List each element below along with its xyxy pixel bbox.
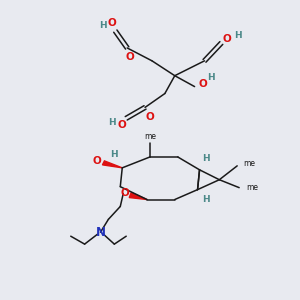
Polygon shape: [102, 161, 122, 168]
Text: O: O: [126, 52, 135, 62]
Polygon shape: [129, 193, 147, 200]
Text: O: O: [121, 188, 130, 198]
Text: O: O: [223, 34, 232, 44]
Text: O: O: [92, 156, 101, 166]
Text: me: me: [246, 183, 258, 192]
Text: O: O: [108, 18, 117, 28]
Text: O: O: [118, 120, 127, 130]
Text: H: H: [202, 195, 209, 204]
Text: N: N: [95, 226, 106, 239]
Text: O: O: [146, 112, 154, 122]
Text: H: H: [202, 154, 209, 164]
Text: H: H: [99, 21, 106, 30]
Text: H: H: [234, 31, 242, 40]
Text: O: O: [198, 79, 207, 88]
Text: H: H: [208, 73, 215, 82]
Text: me: me: [243, 159, 255, 168]
Text: H: H: [110, 151, 118, 160]
Text: H: H: [109, 118, 116, 127]
Text: me: me: [144, 132, 156, 141]
